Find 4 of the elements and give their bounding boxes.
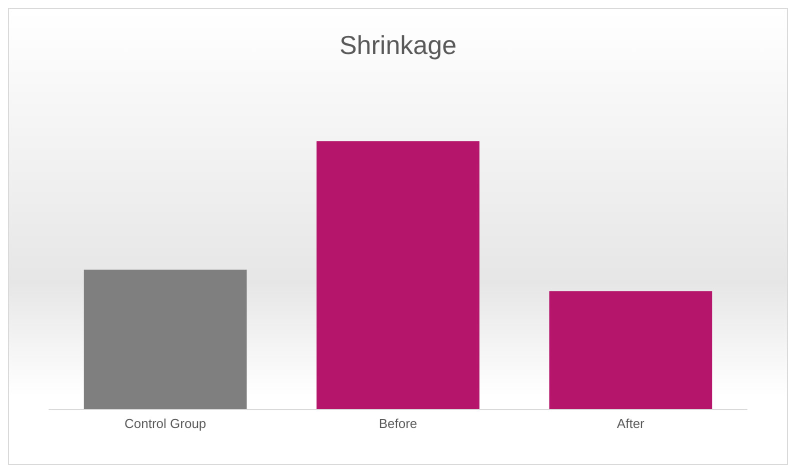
x-tick-label: Control Group bbox=[124, 416, 206, 431]
x-tick-label: After bbox=[616, 416, 646, 431]
x-tick-label: Before bbox=[378, 416, 418, 431]
chart-title: Shrinkage bbox=[339, 30, 457, 60]
